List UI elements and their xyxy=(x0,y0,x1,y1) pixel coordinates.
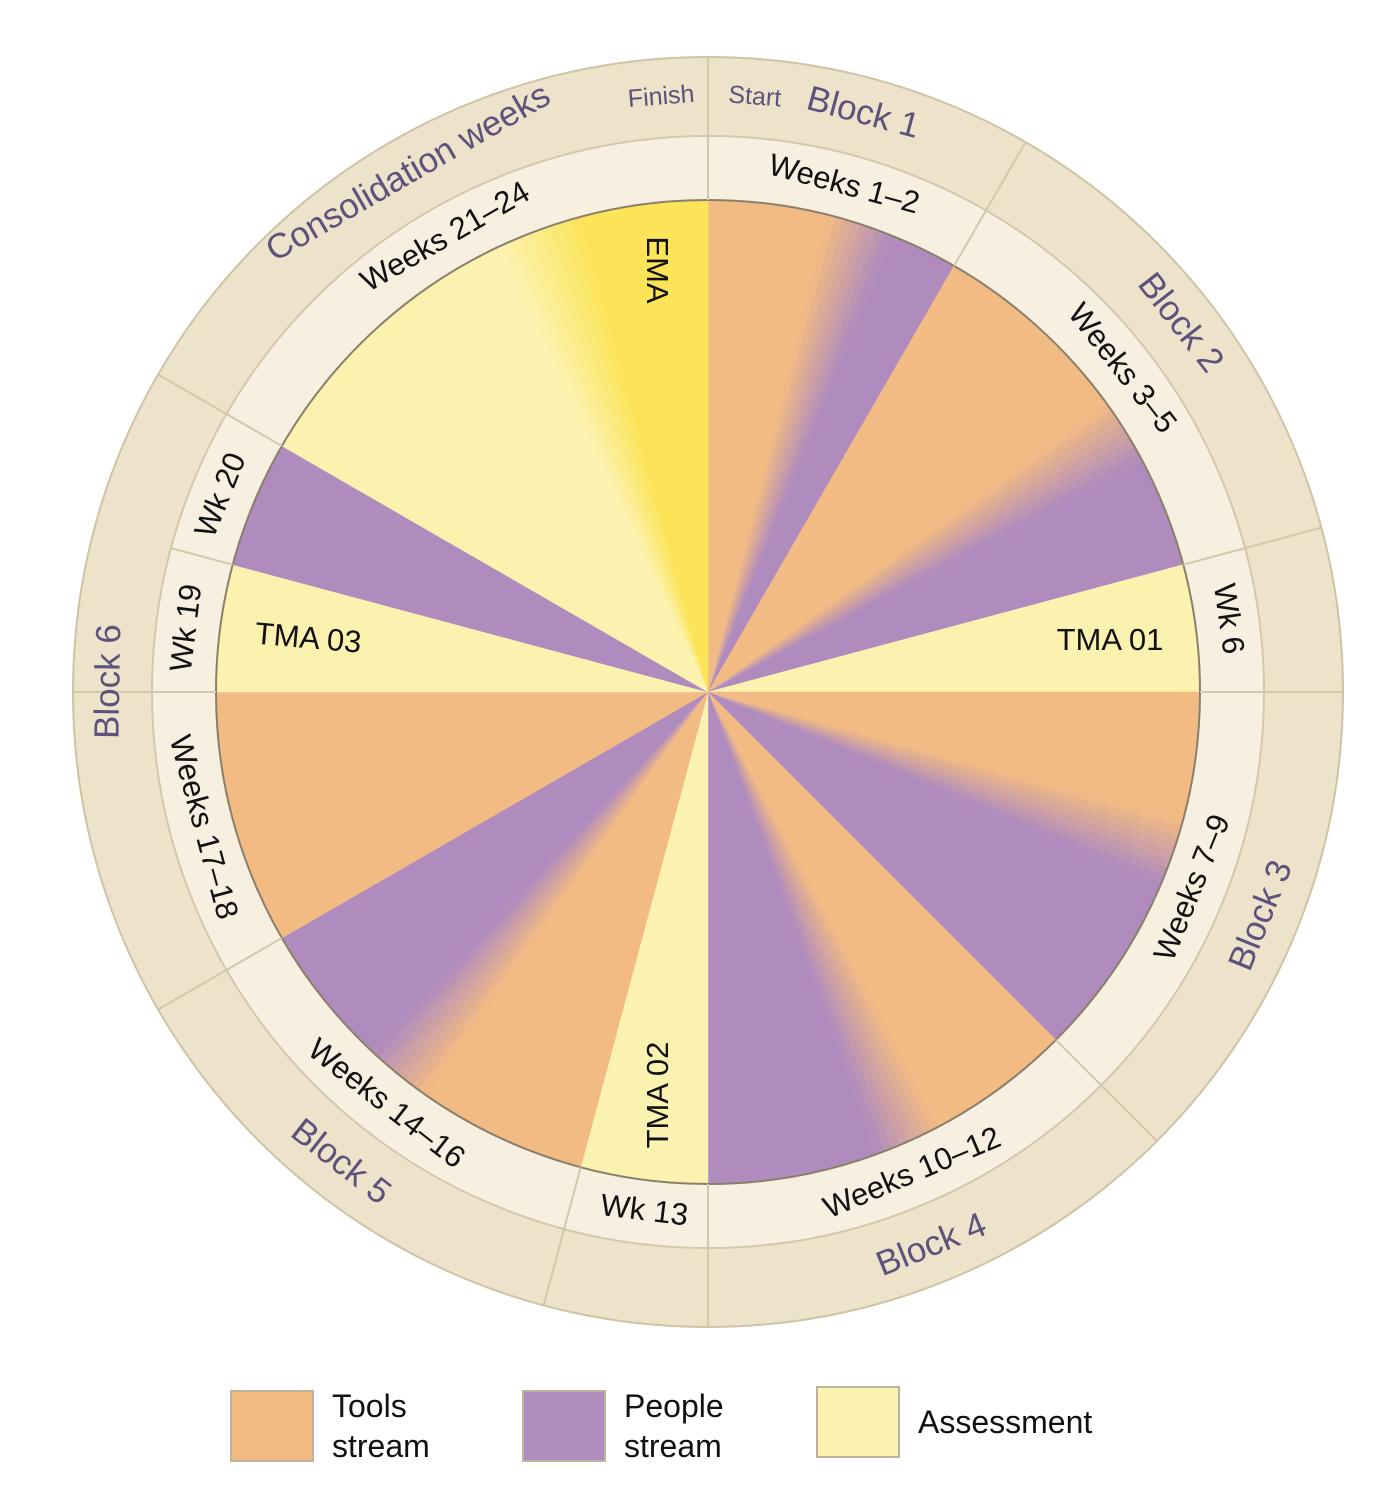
assessment-label: TMA 01 xyxy=(1057,622,1164,657)
legend-swatch xyxy=(230,1390,314,1462)
pie-segment xyxy=(500,240,708,692)
pie-segment xyxy=(708,692,916,1143)
block-divider xyxy=(1100,1084,1158,1142)
pie-segment xyxy=(708,692,939,1132)
pie-segment xyxy=(708,232,893,692)
week-divider xyxy=(953,209,987,267)
week-divider xyxy=(170,547,234,566)
pie-segment xyxy=(383,692,708,1069)
assessment-label: TMA 02 xyxy=(640,1042,675,1149)
block-divider xyxy=(157,373,227,415)
pie-segment xyxy=(403,692,708,1085)
legend-label: Tools stream xyxy=(332,1388,430,1464)
pie-segment xyxy=(416,692,708,1096)
week-divider xyxy=(563,1166,582,1230)
pie-segment xyxy=(519,232,708,693)
legend-item: Tools stream xyxy=(230,1386,447,1466)
pie-segment xyxy=(708,692,924,1139)
pie-segment xyxy=(549,222,708,692)
week-divider xyxy=(1055,1039,1102,1086)
pie-segment xyxy=(509,236,708,692)
pie-segment xyxy=(708,453,1143,692)
pie-segment xyxy=(372,692,708,1058)
pie-segment xyxy=(570,216,708,692)
pie-segment xyxy=(376,692,708,1064)
pie-segment xyxy=(708,692,885,1155)
legend-item: Assessment xyxy=(816,1386,1093,1458)
legend-label: People stream xyxy=(624,1388,724,1464)
start-label: Start xyxy=(727,80,782,112)
legend-item: People stream xyxy=(522,1386,739,1466)
week-divider xyxy=(225,937,283,971)
pie-segment xyxy=(708,692,901,1150)
block-divider xyxy=(985,141,1027,211)
week-divider xyxy=(1182,547,1246,566)
legend-swatch xyxy=(522,1390,606,1462)
finish-label: Finish xyxy=(627,80,696,113)
pie-segment xyxy=(560,218,708,692)
legend-label: Assessment xyxy=(918,1404,1093,1440)
block-label: Block 6 xyxy=(87,624,128,739)
pie-segment xyxy=(539,225,708,693)
pie-segment xyxy=(708,692,1165,885)
legend-swatch xyxy=(816,1386,900,1458)
block-divider xyxy=(542,1228,566,1306)
pie-segment xyxy=(389,692,708,1075)
pie-segment xyxy=(708,446,1140,692)
pie-segment xyxy=(708,692,932,1136)
pie-segment xyxy=(708,424,1127,692)
pie-segment xyxy=(708,409,1118,692)
pie-segment xyxy=(409,692,708,1091)
pie-segment xyxy=(708,416,1123,692)
week-divider xyxy=(225,413,283,447)
block-divider xyxy=(157,969,227,1011)
pie-segment xyxy=(396,692,708,1080)
pie-segment xyxy=(529,228,708,692)
pie-segment xyxy=(708,692,893,1153)
block-divider xyxy=(1244,526,1322,550)
pie-segment xyxy=(708,402,1113,692)
assessment-label: EMA xyxy=(640,236,675,304)
pie-segment xyxy=(708,692,909,1146)
pie-segment xyxy=(708,431,1132,692)
pie-segment xyxy=(708,438,1136,692)
